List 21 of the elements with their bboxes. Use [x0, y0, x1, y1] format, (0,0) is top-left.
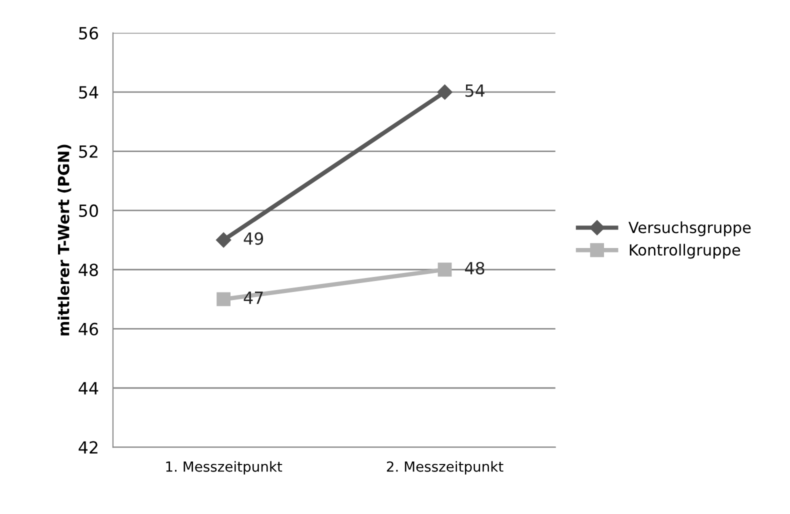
point — [437, 84, 452, 100]
point — [438, 262, 452, 277]
legend-label: Kontrollgruppe — [630, 244, 740, 259]
y-tick-label: 46 — [78, 322, 98, 336]
point — [216, 292, 231, 306]
legend-label: Versuchsgruppe — [628, 221, 751, 236]
data-label: 49 — [244, 232, 264, 245]
point — [216, 232, 232, 248]
x-tick-label: 1. Messzeitpunkt — [166, 461, 282, 475]
data-label: 54 — [466, 84, 484, 97]
x-tick-label: 2. Messzeitpunkt — [386, 461, 504, 475]
y-tick-label: 48 — [78, 264, 98, 276]
y-tick-label: 50 — [79, 204, 98, 218]
y-tick-label: 44 — [78, 382, 98, 394]
y-tick-label: 52 — [79, 145, 98, 158]
data-label: 48 — [465, 262, 484, 274]
data-label: 47 — [244, 292, 263, 304]
y-tick-label: 42 — [78, 441, 98, 454]
y-axis-title: mittlerer T-Wert (PGN) — [58, 144, 72, 336]
y-tick-label: 56 — [79, 26, 98, 40]
y-tick-label: 54 — [79, 86, 98, 99]
